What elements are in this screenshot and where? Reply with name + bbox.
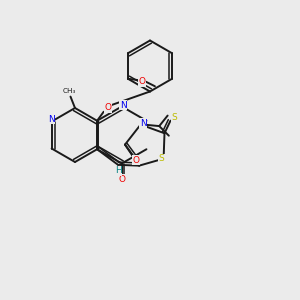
Text: N: N: [48, 115, 55, 124]
Text: N: N: [120, 100, 127, 109]
Text: N: N: [140, 118, 146, 127]
Text: S: S: [171, 112, 177, 122]
Text: O: O: [132, 156, 139, 165]
Text: O: O: [139, 77, 146, 86]
Text: O: O: [104, 103, 111, 112]
Text: H: H: [115, 166, 122, 175]
Text: O: O: [118, 175, 125, 184]
Text: CH₃: CH₃: [62, 88, 76, 94]
Text: S: S: [158, 154, 164, 163]
